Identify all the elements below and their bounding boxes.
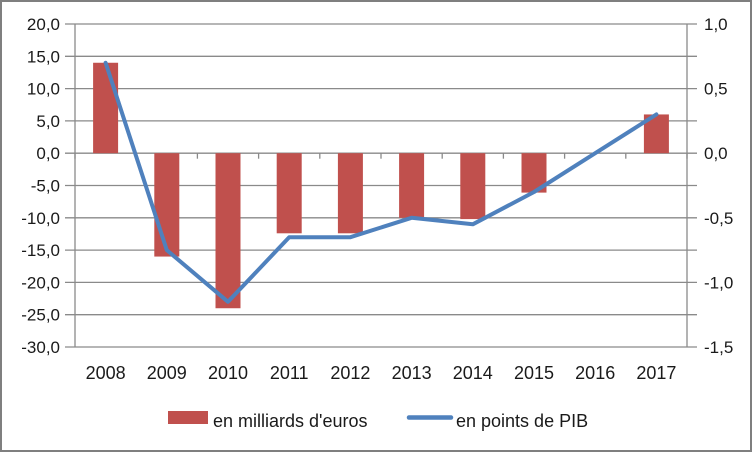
category-label: 2012 xyxy=(330,363,370,383)
bar-2013 xyxy=(399,153,425,218)
right-axis-tick-label: 0,5 xyxy=(704,80,728,99)
left-axis-tick-label: 0,0 xyxy=(36,144,60,163)
legend-label-bars: en milliards d'euros xyxy=(213,411,368,431)
category-label: 2013 xyxy=(392,363,432,383)
left-axis-tick-label: -30,0 xyxy=(21,338,60,357)
left-axis-tick-label: -10,0 xyxy=(21,209,60,228)
legend-bar-swatch xyxy=(168,411,208,424)
left-axis-tick-label: -25,0 xyxy=(21,306,60,325)
category-label: 2010 xyxy=(208,363,248,383)
bar-2008 xyxy=(93,62,119,154)
category-label: 2017 xyxy=(636,363,676,383)
category-label: 2014 xyxy=(453,363,493,383)
left-axis-tick-label: 5,0 xyxy=(36,112,60,131)
pib-line xyxy=(103,60,659,304)
left-axis-tick-label: -20,0 xyxy=(21,273,60,292)
left-axis-tick-label: -5,0 xyxy=(31,177,60,196)
right-axis-tick-label: -1,0 xyxy=(704,273,733,292)
left-axis-tick-label: -15,0 xyxy=(21,241,60,260)
bar-2010 xyxy=(215,153,241,309)
bar-2011 xyxy=(276,153,302,234)
left-axis-tick-label: 10,0 xyxy=(27,80,60,99)
legend-label-line: en points de PIB xyxy=(456,411,588,431)
bar-2012 xyxy=(337,153,363,234)
category-label: 2016 xyxy=(575,363,615,383)
bar-2009 xyxy=(154,153,180,257)
category-label: 2009 xyxy=(147,363,187,383)
right-axis-tick-label: 0,0 xyxy=(704,144,728,163)
left-axis-tick-label: 20,0 xyxy=(27,15,60,34)
category-label: 2015 xyxy=(514,363,554,383)
right-axis-tick-label: -0,5 xyxy=(704,209,733,228)
category-label: 2008 xyxy=(86,363,126,383)
left-axis-tick-label: 15,0 xyxy=(27,47,60,66)
category-label: 2011 xyxy=(270,363,309,383)
bar-2014 xyxy=(460,153,486,220)
right-axis-tick-label: -1,5 xyxy=(704,338,733,357)
right-axis-tick-label: 1,0 xyxy=(704,15,728,34)
